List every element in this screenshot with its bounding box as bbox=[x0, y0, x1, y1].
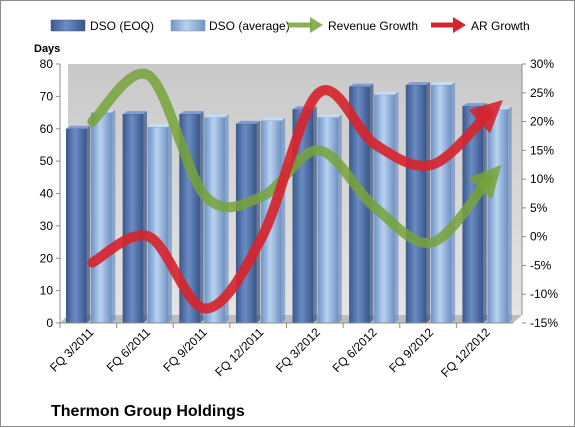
y-right-tick-label: 15% bbox=[530, 143, 554, 157]
lines-layer bbox=[87, 68, 503, 314]
line-ar-growth-point-3 bbox=[261, 236, 263, 238]
line-ar-growth-point-6 bbox=[431, 164, 433, 166]
y-right-tick-label: 5% bbox=[530, 201, 548, 215]
line-ar-growth-point-2 bbox=[205, 308, 207, 310]
line-revenue-growth-point-5 bbox=[374, 207, 376, 209]
line-revenue-growth-point-2 bbox=[205, 195, 207, 197]
x-tick-label: FQ 6/2011 bbox=[104, 325, 154, 375]
line-revenue-growth-point-7 bbox=[488, 178, 490, 180]
bar-dso-avg-6 bbox=[430, 82, 456, 324]
legend-label-revenue-growth: Revenue Growth bbox=[328, 19, 418, 33]
x-tick-label: FQ 3/2012 bbox=[273, 325, 323, 375]
y-left-tick-label: 50 bbox=[40, 154, 54, 168]
x-tick-label: FQ 9/2011 bbox=[160, 325, 210, 375]
bar-dso-eoq-3 bbox=[235, 120, 261, 324]
legend-arrow-revenue-growth bbox=[310, 17, 323, 33]
legend-label-dso-eoq: DSO (EOQ) bbox=[90, 19, 154, 33]
x-tick-label: FQ 12/2011 bbox=[212, 325, 266, 379]
y-right-tick-label: 10% bbox=[530, 172, 554, 186]
y-left-tick-label: 0 bbox=[46, 316, 53, 330]
y-left-tick-label: 10 bbox=[40, 284, 54, 298]
line-revenue-growth-point-3 bbox=[261, 195, 263, 197]
bar-dso-avg-0 bbox=[91, 109, 116, 324]
chart-title: Thermon Group Holdings bbox=[51, 403, 245, 420]
line-revenue-growth-point-4 bbox=[318, 149, 320, 151]
legend-label-dso-avg: DSO (average) bbox=[209, 19, 290, 33]
line-revenue-growth-point-0 bbox=[91, 121, 93, 123]
y-right-tick-label: -10% bbox=[530, 287, 558, 301]
legend-arrow-ar-growth bbox=[453, 17, 466, 33]
legend-label-ar-growth: AR Growth bbox=[471, 19, 530, 33]
line-ar-growth-point-5 bbox=[374, 144, 376, 146]
x-tick-label: FQ 9/2012 bbox=[386, 325, 436, 375]
line-ar-growth-point-7 bbox=[488, 112, 490, 114]
y-right-tick-label: 20% bbox=[530, 115, 554, 129]
line-ar-growth bbox=[87, 85, 503, 314]
y-left-tick-label: 70 bbox=[40, 89, 54, 103]
bar-dso-eoq-1 bbox=[122, 111, 147, 324]
y-right-tick-label: 25% bbox=[530, 86, 554, 100]
y-right-tick-label: 0% bbox=[530, 230, 548, 244]
legend-swatch-dso-avg bbox=[170, 19, 206, 32]
y-right-tick-label: -15% bbox=[530, 316, 558, 330]
x-tick-label: FQ 3/2011 bbox=[47, 325, 97, 375]
y-axis-label-days: Days bbox=[34, 43, 60, 55]
bar-dso-avg-1 bbox=[147, 124, 172, 324]
x-tick-label: FQ 12/2012 bbox=[438, 325, 493, 380]
y-right-tick-label: 30% bbox=[530, 57, 554, 71]
bar-dso-avg-7 bbox=[487, 106, 512, 324]
legend-swatch-dso-eoq bbox=[50, 19, 86, 32]
y-left-tick-label: 30 bbox=[40, 219, 54, 233]
y-right-tick-label: -5% bbox=[530, 258, 552, 272]
line-ar-growth-point-0 bbox=[91, 262, 93, 264]
bar-dso-eoq-6 bbox=[405, 82, 431, 324]
y-left-tick-label: 40 bbox=[40, 187, 54, 201]
y-left-tick-label: 60 bbox=[40, 122, 54, 136]
line-revenue-growth-point-6 bbox=[431, 241, 433, 243]
x-tick-label: FQ 6/2012 bbox=[330, 325, 380, 375]
legend: DSO (EOQ) DSO (average) Revenue Growth A… bbox=[50, 17, 530, 33]
bar-dso-eoq-0 bbox=[66, 125, 91, 324]
y-left-tick-label: 80 bbox=[40, 57, 54, 71]
line-revenue-growth-point-1 bbox=[148, 75, 150, 77]
line-ar-growth-point-4 bbox=[318, 92, 320, 94]
y-left-tick-label: 20 bbox=[40, 251, 54, 265]
line-ar-growth-point-1 bbox=[148, 236, 150, 238]
